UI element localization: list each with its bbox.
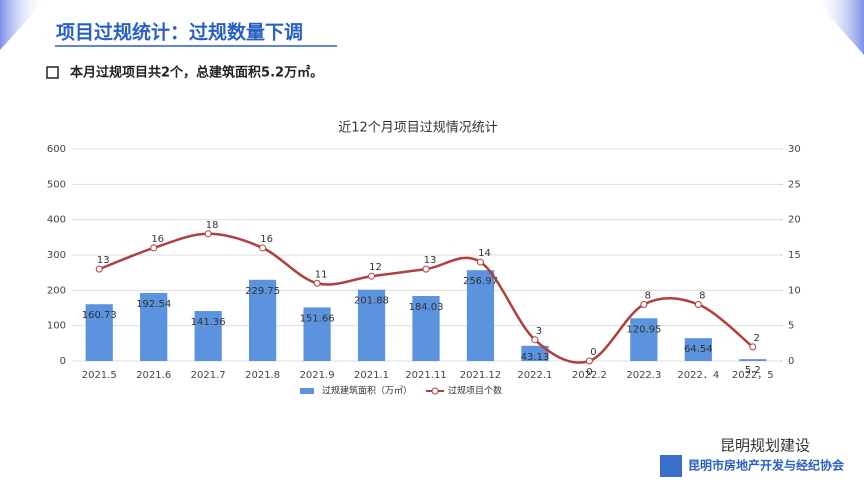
line-value-label: 14	[478, 248, 491, 259]
x-tick-label: 2021.9	[300, 370, 335, 381]
x-tick-label: 2022.3	[626, 370, 661, 381]
line-marker	[204, 230, 212, 238]
y-tick-label: 500	[47, 179, 66, 190]
bar	[303, 307, 331, 361]
bar-value-label: 64.54	[684, 344, 713, 355]
y-tick-label: 100	[47, 321, 66, 332]
legend-swatch	[431, 387, 439, 395]
bar	[739, 359, 767, 361]
x-tick-label: 2021.11	[405, 370, 446, 381]
footer-org: 昆明市房地产开发与经纪协会	[688, 458, 845, 473]
slide-title: 项目过规统计：过规数量下调	[56, 21, 303, 44]
line-value-label: 12	[369, 262, 382, 273]
bar-value-label: 120.95	[626, 324, 661, 335]
legend-swatch	[300, 388, 314, 394]
bar	[412, 295, 440, 361]
bar-value-label: 192.54	[136, 299, 171, 310]
bar-value-label: 151.66	[300, 313, 335, 324]
line-marker	[150, 244, 158, 252]
line-marker	[585, 357, 593, 365]
bar-value-label: 0	[586, 367, 592, 378]
bar-value-label: 229.75	[245, 286, 280, 297]
y2-tick-label: 0	[788, 356, 794, 367]
x-tick-label: 2021.1	[354, 370, 389, 381]
line-value-label: 3	[536, 326, 542, 337]
x-tick-label: 2021.12	[460, 370, 501, 381]
x-tick-label: 2021.6	[136, 370, 171, 381]
bar	[249, 279, 277, 361]
y-tick-label: 200	[47, 285, 66, 296]
x-tick-label: 2021.7	[191, 370, 226, 381]
decor	[0, 0, 45, 50]
bar	[194, 311, 222, 361]
line-value-label: 11	[315, 269, 328, 280]
y-tick-label: 0	[60, 356, 66, 367]
line-value-label: 0	[590, 347, 596, 358]
line-marker	[422, 265, 430, 273]
line-marker	[259, 244, 267, 252]
bar-value-label: 256.97	[463, 276, 498, 287]
line-value-label: 8	[645, 290, 651, 301]
bar	[357, 289, 386, 361]
y2-tick-label: 30	[788, 144, 801, 155]
y-tick-label: 600	[47, 144, 66, 155]
x-tick-label: 2022.1	[517, 370, 552, 381]
bar-value-label: 5.2	[745, 365, 761, 376]
bar-value-label: 201.88	[354, 296, 389, 307]
x-tick-label: 2022.2	[572, 370, 607, 381]
y-tick-label: 400	[47, 215, 66, 226]
bar	[521, 345, 549, 361]
y2-tick-label: 5	[788, 321, 794, 332]
bar	[85, 304, 113, 361]
line-value-label: 18	[206, 220, 219, 231]
line-marker	[640, 300, 648, 308]
line-value-label: 13	[424, 255, 437, 266]
x-tick-label: 2022，5	[732, 370, 774, 381]
line-marker	[531, 336, 539, 344]
y2-tick-label: 10	[788, 285, 801, 296]
bar	[466, 270, 495, 361]
bar-value-label: 184.03	[409, 302, 444, 313]
legend-label: 过规建筑面积（万㎡）	[322, 385, 412, 397]
chart-title: 近12个月项目过规情况统计	[338, 121, 498, 136]
bar-value-label: 43.13	[521, 352, 550, 363]
y2-tick-label: 15	[788, 250, 801, 261]
line-marker	[313, 279, 321, 287]
bar	[630, 318, 658, 361]
line-value-label: 16	[260, 234, 273, 245]
y-tick-label: 300	[47, 250, 66, 261]
bullet-box	[46, 66, 59, 79]
bar-value-label: 160.73	[82, 310, 117, 321]
x-tick-label: 2021.5	[82, 370, 117, 381]
line-marker	[749, 343, 757, 351]
line-marker	[476, 258, 484, 266]
decor	[815, 0, 864, 55]
bar-value-label: 141.36	[191, 317, 226, 328]
line-marker	[95, 265, 103, 273]
x-tick-label: 2021.8	[245, 370, 280, 381]
legend-label: 过规项目个数	[448, 385, 502, 397]
bar	[684, 338, 712, 361]
line-marker	[694, 300, 702, 308]
bar	[140, 292, 168, 361]
line-value-label: 13	[97, 255, 110, 266]
x-tick-label: 2022．4	[677, 370, 719, 381]
footer-account: 昆明规划建设	[720, 437, 810, 455]
y2-tick-label: 25	[788, 179, 801, 190]
line-value-label: 8	[699, 290, 705, 301]
line-value-label: 2	[754, 333, 760, 344]
y2-tick-label: 20	[788, 215, 801, 226]
logo	[660, 455, 682, 477]
line-marker	[368, 272, 376, 280]
bullet-text: 本月过规项目共2个，总建筑面积5.2万㎡。	[70, 65, 323, 81]
line-value-label: 16	[151, 234, 164, 245]
